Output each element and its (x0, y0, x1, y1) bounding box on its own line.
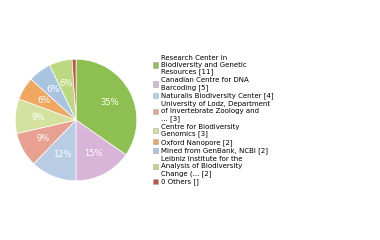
Wedge shape (50, 59, 76, 120)
Text: 12%: 12% (52, 150, 71, 159)
Wedge shape (76, 59, 137, 155)
Wedge shape (31, 65, 76, 120)
Text: 9%: 9% (32, 113, 45, 122)
Text: 0%: 0% (47, 44, 60, 53)
Wedge shape (76, 120, 126, 181)
Text: 35%: 35% (100, 98, 119, 107)
Text: 6%: 6% (37, 96, 51, 105)
Wedge shape (15, 99, 76, 133)
Legend: Research Center in
Biodiversity and Genetic
Resources [11], Canadian Centre for : Research Center in Biodiversity and Gene… (153, 54, 274, 186)
Wedge shape (72, 59, 76, 120)
Text: 9%: 9% (36, 134, 50, 143)
Text: 6%: 6% (47, 85, 60, 94)
Wedge shape (34, 120, 76, 181)
Wedge shape (19, 79, 76, 120)
Text: 15%: 15% (84, 149, 103, 158)
Text: 6%: 6% (60, 79, 73, 88)
Wedge shape (17, 120, 76, 164)
